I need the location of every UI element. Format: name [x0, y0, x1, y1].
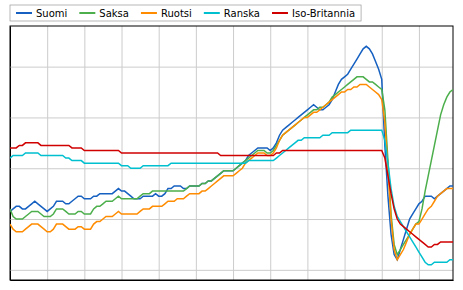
- y-tick: [10, 270, 453, 271]
- series-line: [10, 143, 453, 247]
- x-grid-line: [47, 26, 48, 280]
- x-grid-line: [84, 26, 85, 280]
- y-tick: [10, 219, 453, 220]
- legend-swatch: [16, 12, 32, 14]
- x-tick: [419, 26, 420, 280]
- x-tick: [345, 26, 346, 280]
- x-grid-line: [307, 26, 308, 280]
- x-tick: [307, 26, 308, 280]
- x-tick: [84, 26, 85, 280]
- x-grid-line: [233, 26, 234, 280]
- legend-item: Iso-Britannia: [272, 8, 355, 19]
- y-grid-line: [10, 219, 453, 220]
- x-grid-line: [419, 26, 420, 280]
- x-axis: [11, 26, 454, 281]
- chart: Suomi Saksa Ruotsi Ranska Iso-Britannia: [0, 0, 463, 290]
- legend-swatch: [272, 12, 288, 14]
- legend-swatch: [79, 12, 95, 14]
- legend-swatch: [141, 12, 157, 14]
- y-grid-line: [10, 270, 453, 271]
- y-tick: [10, 67, 453, 68]
- legend-label: Suomi: [36, 8, 67, 19]
- legend: Suomi Saksa Ruotsi Ranska Iso-Britannia: [10, 5, 361, 21]
- plot-area: [10, 26, 454, 281]
- plot-frame: [10, 26, 453, 280]
- legend-item: Ruotsi: [141, 8, 192, 19]
- series-line: [10, 84, 453, 259]
- legend-item: Saksa: [79, 8, 129, 19]
- legend-label: Iso-Britannia: [292, 8, 355, 19]
- legend-swatch: [204, 12, 220, 14]
- y-grid-line: [10, 67, 453, 68]
- y-axis: [10, 27, 453, 281]
- legend-label: Saksa: [99, 8, 129, 19]
- legend-item: Ranska: [204, 8, 260, 19]
- y-grid-line: [10, 117, 453, 118]
- legend-frame: [10, 5, 361, 21]
- x-tick: [233, 26, 234, 280]
- y-tick: [10, 117, 453, 118]
- legend-label: Ruotsi: [161, 8, 192, 19]
- lines: [10, 46, 453, 264]
- x-tick: [47, 26, 48, 280]
- x-grid-line: [345, 26, 346, 280]
- legend-item: Suomi: [16, 8, 67, 19]
- legend-label: Ranska: [224, 8, 260, 19]
- series-line: [10, 130, 453, 265]
